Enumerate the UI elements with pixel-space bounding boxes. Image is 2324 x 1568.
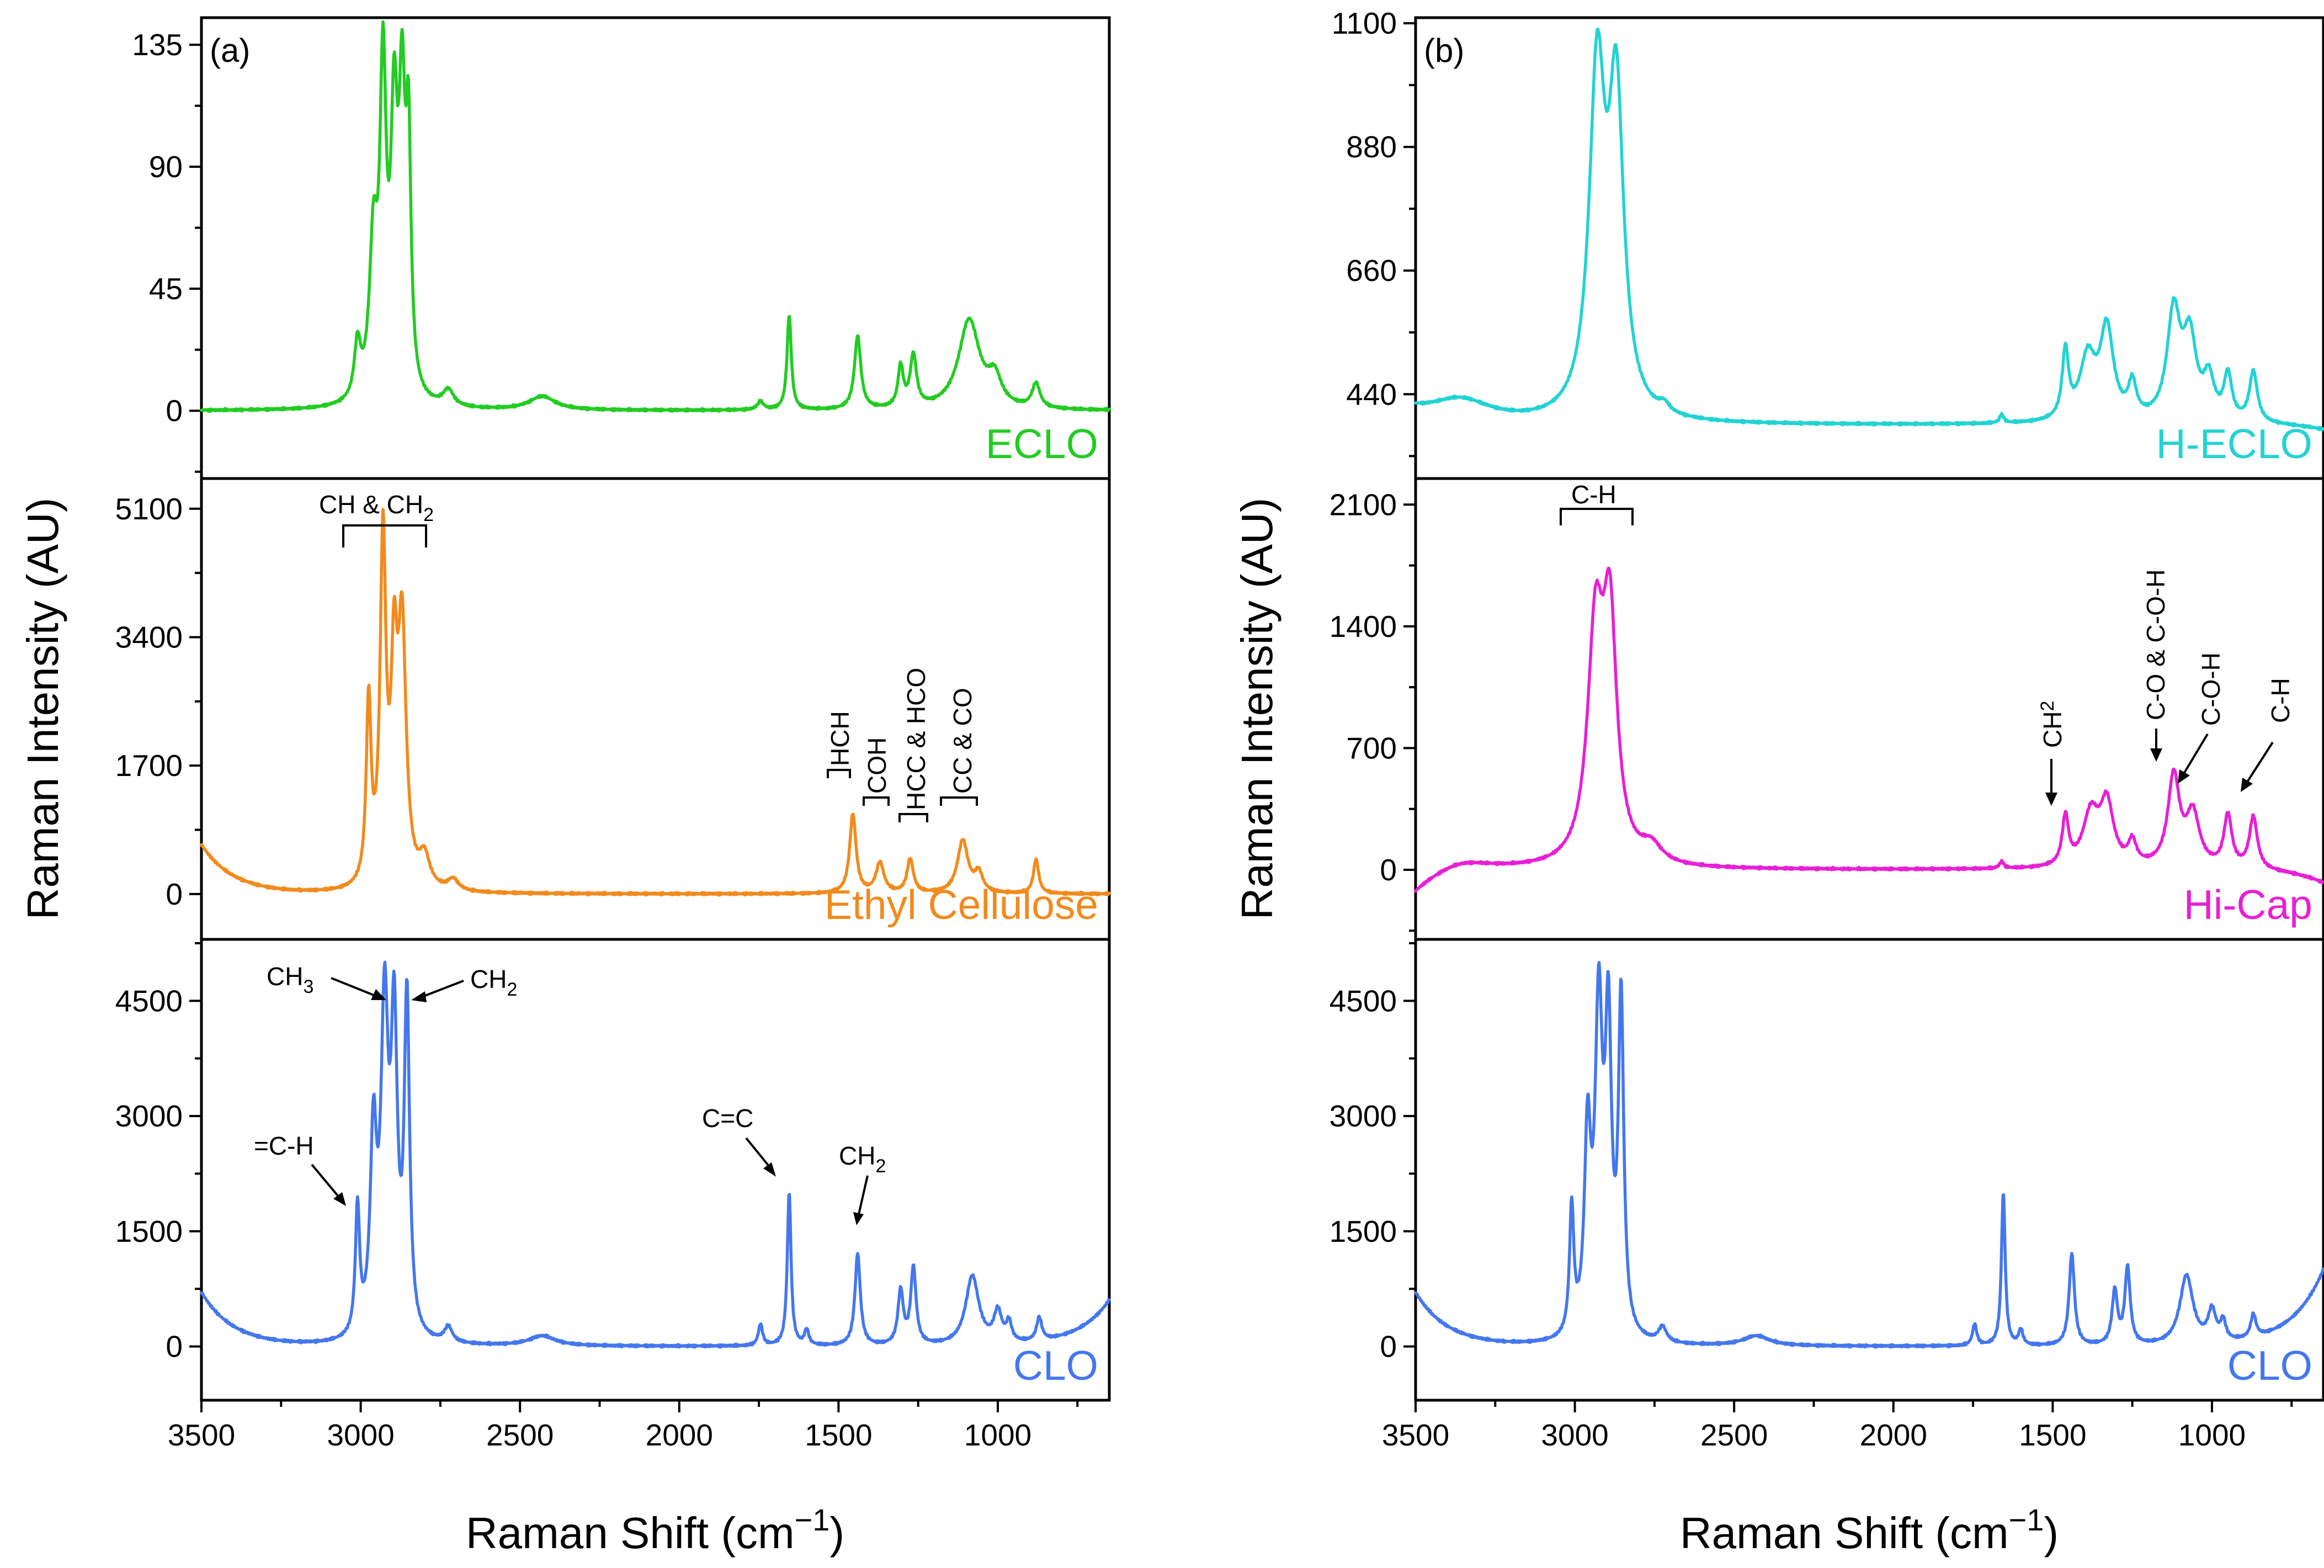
series-line-ethyl-cellulose (200, 508, 1111, 897)
y-tick-label: 0 (1380, 853, 1397, 887)
series-label-h-eclo: H-ECLO (2156, 421, 2312, 467)
svg-text:COH: COH (863, 737, 891, 794)
y-tick-label: 1500 (115, 1214, 183, 1248)
svg-text:CC & CO: CC & CO (948, 688, 977, 794)
x-tick-label: 2500 (1700, 1418, 1768, 1452)
x-axis-title-a: Raman Shift (cm−1) (466, 1502, 844, 1558)
annotation-coh2: C-O-H (2178, 652, 2225, 784)
y-tick-label: 3000 (115, 1099, 183, 1133)
panel-a-letter: (a) (210, 32, 250, 69)
panel-a-sub1-ticks: 135 90 45 0 (132, 28, 201, 473)
svg-text:CH3: CH3 (267, 962, 313, 997)
annotation-coh: COH (863, 737, 891, 806)
svg-text:=C-H: =C-H (254, 1131, 314, 1160)
svg-text:CH2: CH2 (2037, 701, 2067, 748)
y-tick-label: 700 (1346, 731, 1397, 765)
panel-a-sub2-ticks: 5100 3400 1700 0 (115, 492, 201, 911)
x-tick-label: 1000 (2178, 1418, 2246, 1452)
svg-text:CH2: CH2 (839, 1141, 886, 1177)
panel-b-sub2-ticks: 2100 1400 700 0 (1329, 487, 1416, 932)
y-tick-label: 1700 (115, 748, 183, 783)
y-tick-label: 135 (132, 28, 183, 62)
x-tick-label: 3000 (327, 1418, 394, 1452)
svg-text:C-H: C-H (1571, 480, 1616, 509)
x-tick-label: 1500 (2019, 1418, 2086, 1452)
y-tick-label: 0 (1380, 1330, 1397, 1364)
annotation-co-coh: C-O & C-O-H (2141, 570, 2170, 762)
y-tick-label: 4500 (1329, 984, 1397, 1018)
series-line-eclo (200, 20, 1111, 413)
series-label-eclo: ECLO (986, 421, 1098, 467)
y-tick-label: 1500 (1329, 1214, 1397, 1248)
svg-text:HCC & HCO: HCC & HCO (902, 668, 930, 810)
annotation-ch2b: CH2 (839, 1141, 886, 1225)
series-label-clo-b: CLO (2227, 1342, 2312, 1389)
x-tick-label: 2500 (486, 1418, 554, 1452)
svg-text:HCH: HCH (826, 711, 854, 766)
y-tick-label: 660 (1346, 253, 1397, 288)
panel-b-sub1-frame (1414, 16, 2324, 480)
annotation-ch3: CH3 (267, 962, 386, 1000)
x-tick-label: 3000 (1541, 1418, 1608, 1452)
y-tick-label: 1100 (1332, 6, 1397, 40)
y-axis-title-a: Raman Intensity (AU) (18, 498, 67, 920)
x-axis-title-b: Raman Shift (cm−1) (1680, 1502, 2059, 1558)
y-axis-title-b: Raman Intensity (AU) (1232, 498, 1281, 920)
x-tick-label: 1000 (964, 1418, 1031, 1452)
svg-text:CH2: CH2 (470, 965, 517, 1000)
panel-a-x-ticks: 3500 3000 2500 2000 1500 1000 (168, 1400, 1079, 1452)
annotation-eq-ch: =C-H (254, 1131, 346, 1206)
panel-b-sub3-frame (1414, 938, 2324, 1402)
x-tick-label: 2000 (1860, 1418, 1927, 1452)
panel-b-sub1-ticks: 1100 880 660 440 (1332, 6, 1416, 458)
series-line-clo-a (200, 960, 1111, 1349)
y-tick-label: 2100 (1329, 487, 1397, 522)
panel-b-sub3-ticks: 4500 3000 1500 0 (1329, 942, 1416, 1364)
panel-a-sub3-frame (200, 938, 1111, 1402)
x-tick-label: 3500 (168, 1418, 235, 1452)
annotation-hicap-ch2: CH2 (2037, 701, 2067, 806)
annotation-cc-co: CC & CO (940, 688, 978, 806)
y-tick-label: 0 (166, 1330, 183, 1364)
annotation-c-h-top: C-H (1560, 480, 1634, 525)
annotation-ch-ch2: CH & CH2 (319, 490, 434, 548)
series-line-hi-cap (1414, 566, 2324, 893)
svg-text:C-O-H: C-O-H (2197, 652, 2225, 726)
svg-text:CH & CH2: CH & CH2 (319, 490, 434, 525)
y-tick-label: 90 (149, 150, 183, 184)
y-tick-label: 440 (1346, 377, 1397, 411)
svg-text:C=C: C=C (702, 1104, 753, 1133)
annotation-ch-end: C-H (2241, 678, 2295, 792)
annotation-cc-double: C=C (702, 1104, 776, 1177)
panel-a-sub3-ticks: 4500 3000 1500 0 (115, 942, 201, 1364)
annotation-hcc-hco: HCC & HCO (898, 668, 930, 822)
y-tick-label: 1400 (1329, 609, 1397, 644)
panel-b-x-ticks: 3500 3000 2500 2000 1500 1000 (1382, 1400, 2293, 1452)
series-label-clo-a: CLO (1013, 1342, 1098, 1389)
series-line-clo-b (1414, 961, 2324, 1349)
series-label-hi-cap: Hi-Cap (2184, 881, 2312, 928)
y-tick-label: 4500 (115, 984, 183, 1018)
annotation-hch: HCH (826, 711, 854, 778)
x-tick-label: 2000 (646, 1418, 713, 1452)
y-tick-label: 880 (1346, 130, 1397, 164)
y-tick-label: 45 (149, 272, 183, 306)
y-tick-label: 0 (166, 394, 183, 428)
svg-text:C-O & C-O-H: C-O & C-O-H (2141, 570, 2170, 720)
annotation-ch2-clo: CH2 (411, 965, 517, 1002)
series-label-ethyl-cellulose: Ethyl Cellulose (825, 881, 1098, 928)
y-tick-label: 3000 (1329, 1099, 1397, 1133)
y-tick-label: 3400 (115, 620, 183, 654)
y-tick-label: 5100 (115, 492, 183, 526)
panel-b: (b) 1100 880 660 440 2100 1400 700 0 4500 3000 1… (1329, 6, 2324, 1452)
svg-text:C-H: C-H (2266, 678, 2295, 723)
series-line-h-eclo (1414, 27, 2324, 432)
panel-a: (a) 135 90 45 0 5100 3400 1700 0 4500 3000 1500 0… (115, 16, 1111, 1452)
y-tick-label: 0 (166, 877, 183, 911)
panel-b-letter: (b) (1424, 32, 1464, 69)
x-tick-label: 1500 (805, 1418, 872, 1452)
x-tick-label: 3500 (1382, 1418, 1449, 1452)
